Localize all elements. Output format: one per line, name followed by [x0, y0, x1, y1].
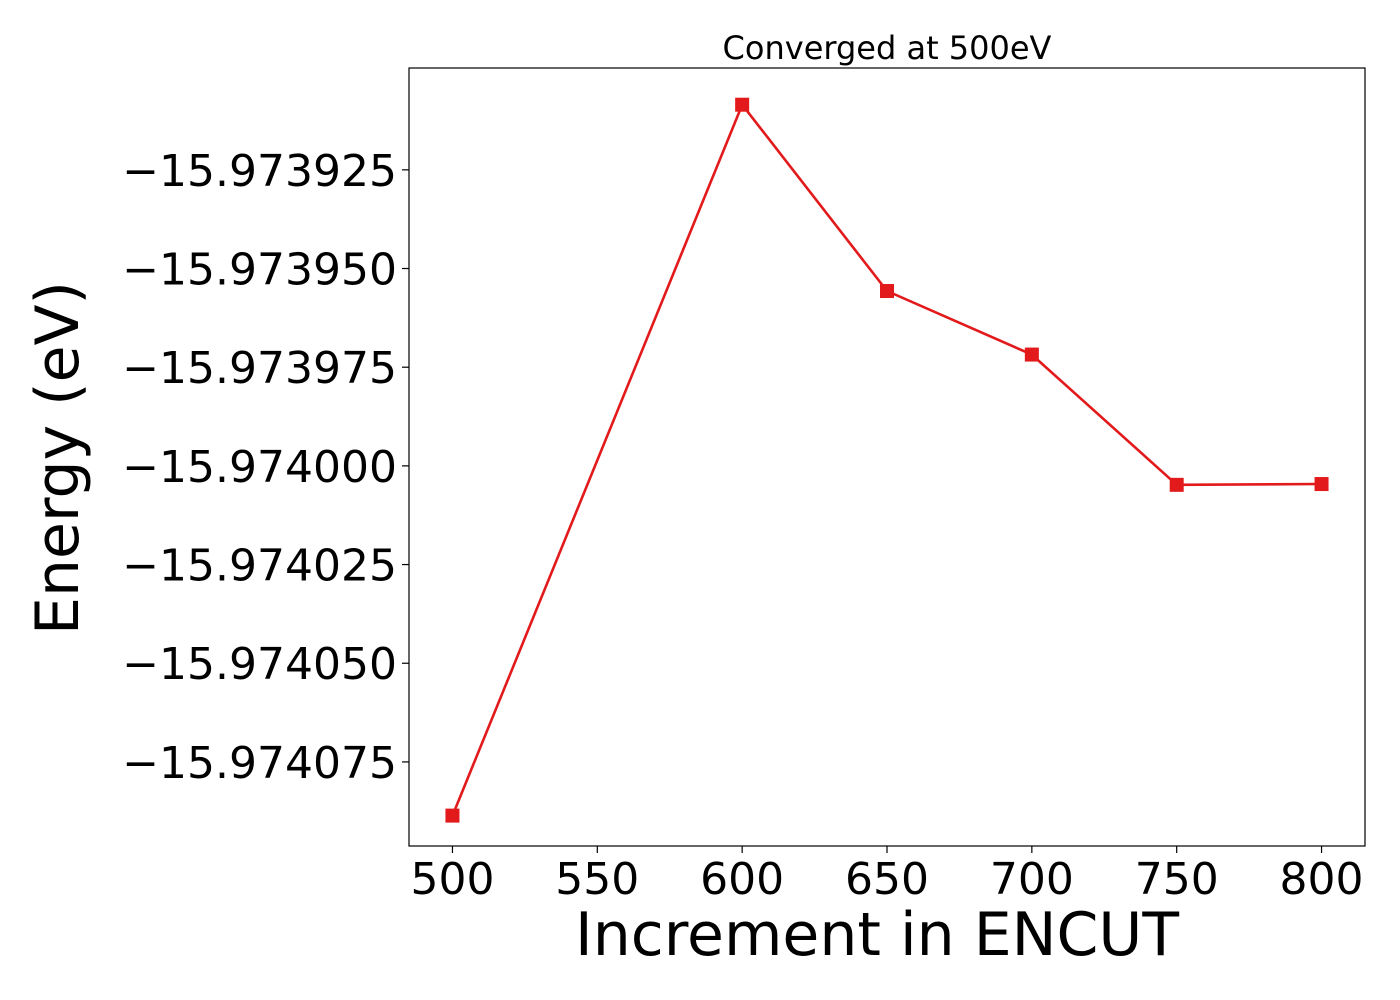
y-tick-label: −15.973925	[122, 146, 397, 197]
y-tick-label: −15.973950	[122, 245, 397, 296]
x-tick-label: 750	[1135, 854, 1219, 905]
x-tick-label: 700	[990, 854, 1074, 905]
plot-area-frame	[408, 67, 1366, 847]
y-tick-label: −15.974075	[122, 738, 397, 789]
data-point-marker	[1024, 347, 1039, 362]
y-tick-label: −15.974025	[122, 541, 397, 592]
data-point-marker	[1314, 477, 1329, 492]
y-tick-label: −15.973975	[122, 343, 397, 394]
x-tick-label: 600	[700, 854, 784, 905]
x-tick-label: 800	[1280, 854, 1364, 905]
x-axis-title: Increment in ENCUT	[575, 900, 1179, 970]
data-point-marker	[735, 97, 750, 112]
data-point-marker	[1169, 477, 1184, 492]
series-group	[445, 97, 1329, 823]
x-tick-label: 500	[410, 854, 494, 905]
x-tick-label: 550	[555, 854, 639, 905]
y-axis-title: Energy (eV)	[23, 281, 93, 635]
x-axis: 500 550 600 650 700 750 800	[410, 846, 1364, 905]
y-tick-label: −15.974000	[122, 442, 397, 493]
data-point-marker	[445, 808, 460, 823]
y-tick-label: −15.974050	[122, 639, 397, 690]
series-line	[451, 103, 1322, 817]
x-tick-label: 650	[845, 854, 929, 905]
data-point-marker	[880, 284, 894, 299]
chart-title: Converged at 500eV	[723, 29, 1052, 67]
y-axis: −15.973925 −15.973950 −15.973975 −15.974000…	[122, 146, 409, 789]
